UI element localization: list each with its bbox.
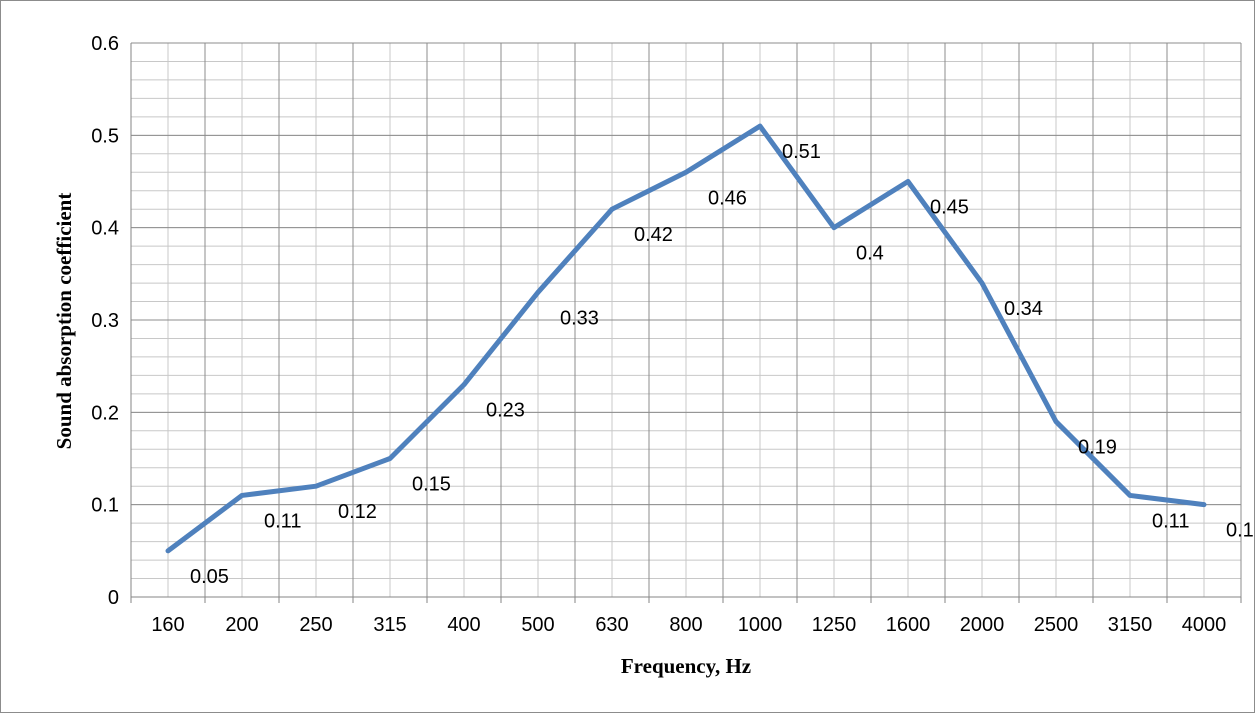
data-label: 0.34: [1004, 298, 1043, 320]
data-label: 0.45: [930, 197, 969, 219]
data-label: 0.42: [634, 224, 673, 246]
x-tick-label: 400: [447, 614, 480, 636]
x-tick-label: 200: [225, 614, 258, 636]
data-label: 0.1: [1226, 520, 1254, 542]
data-label: 0.11: [1152, 510, 1189, 532]
data-label: 0.19: [1078, 437, 1117, 459]
x-tick-label: 4000: [1182, 614, 1227, 636]
y-tick-label: 0.4: [91, 218, 119, 240]
x-tick-label: 630: [595, 614, 628, 636]
y-tick-label: 0.2: [91, 402, 119, 424]
x-tick-label: 800: [669, 614, 702, 636]
data-label: 0.33: [560, 307, 599, 329]
y-tick-label: 0.5: [91, 125, 119, 147]
data-label: 0.23: [486, 400, 525, 422]
data-label: 0.15: [412, 474, 451, 496]
data-label: 0.4: [856, 243, 884, 265]
x-tick-label: 500: [521, 614, 554, 636]
x-tick-label: 3150: [1108, 614, 1153, 636]
x-tick-label: 2000: [960, 614, 1005, 636]
x-tick-label: 1600: [886, 614, 931, 636]
x-tick-label: 2500: [1034, 614, 1079, 636]
x-tick-label: 1250: [812, 614, 857, 636]
data-label: 0.46: [708, 187, 747, 209]
x-tick-label: 1000: [738, 614, 783, 636]
y-tick-label: 0.6: [91, 33, 119, 55]
x-axis-title: Frequency, Hz: [621, 654, 751, 678]
data-labels: 0.05 0.11 0.12 0.15 0.23 0.33 0.42 0.46 0.51 0.4 0…: [190, 141, 1254, 588]
data-label: 0.12: [338, 501, 377, 523]
x-tick-label: 315: [373, 614, 406, 636]
x-tick-label: 250: [299, 614, 332, 636]
y-tick-label: 0.3: [91, 310, 119, 332]
data-label: 0.05: [190, 566, 229, 588]
y-tick-label: 0.1: [91, 495, 119, 517]
y-tick-label: 0: [108, 587, 119, 609]
x-tick-label: 160: [151, 614, 184, 636]
data-label: 0.11: [264, 510, 301, 532]
y-axis-title: Sound absorption coefficient: [52, 193, 76, 450]
data-label: 0.51: [782, 141, 821, 163]
